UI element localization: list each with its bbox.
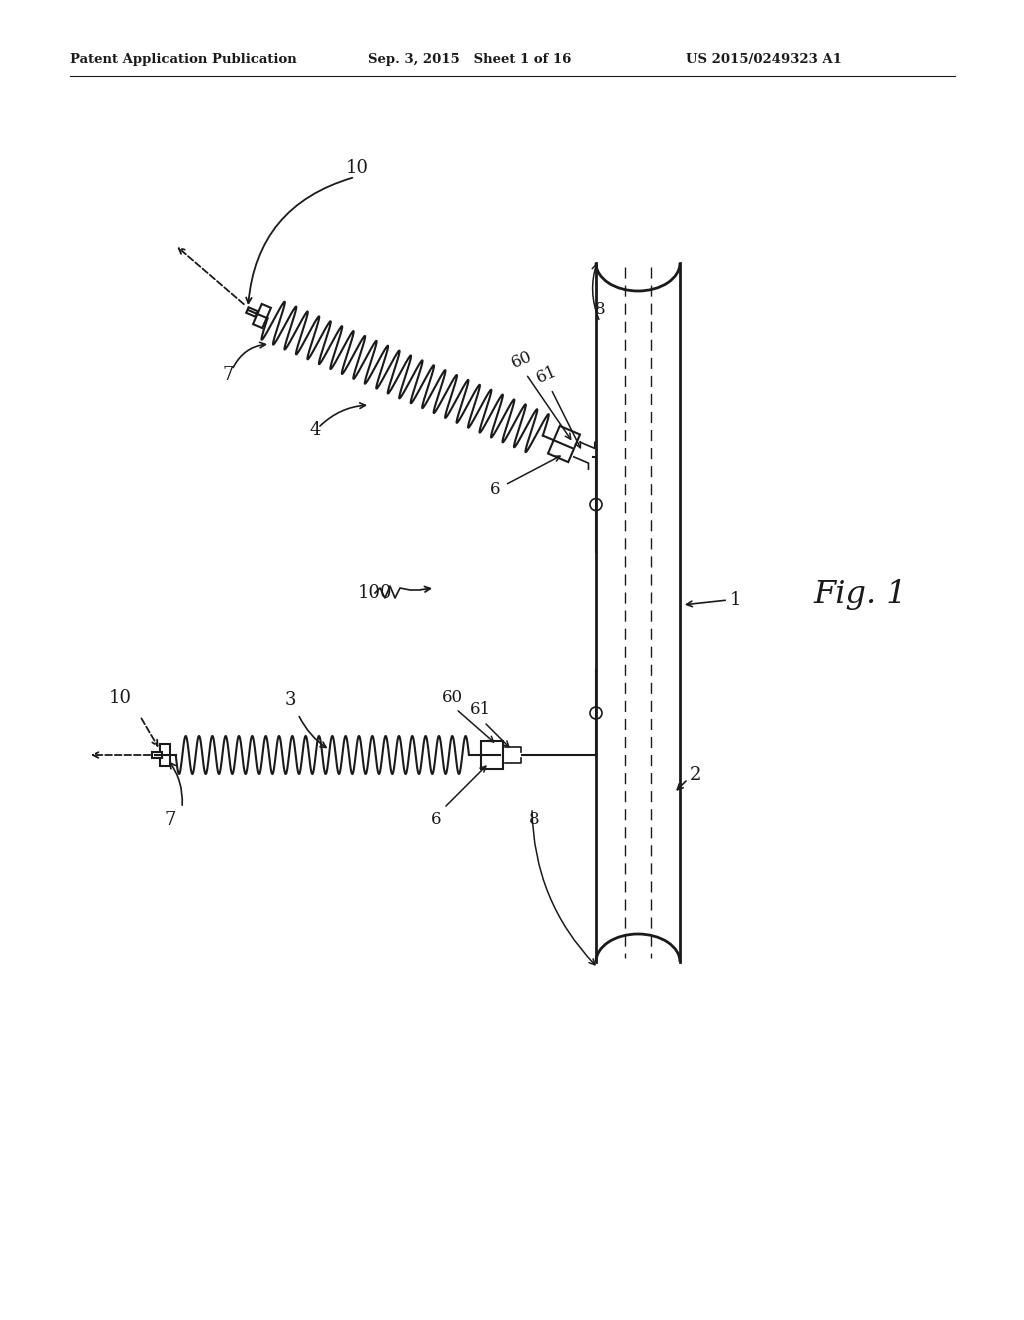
Text: 7: 7	[222, 366, 233, 384]
Text: 60: 60	[509, 348, 536, 372]
Text: 60: 60	[441, 689, 463, 705]
Text: 100: 100	[358, 583, 392, 602]
Text: 10: 10	[345, 158, 369, 177]
Text: Sep. 3, 2015   Sheet 1 of 16: Sep. 3, 2015 Sheet 1 of 16	[368, 54, 571, 66]
Polygon shape	[548, 426, 580, 462]
Text: 4: 4	[309, 421, 321, 440]
Polygon shape	[152, 752, 162, 758]
Text: 6: 6	[431, 812, 441, 829]
Text: Patent Application Publication: Patent Application Publication	[70, 54, 297, 66]
Polygon shape	[246, 308, 258, 317]
Text: 6: 6	[489, 482, 501, 499]
Text: 7: 7	[164, 810, 176, 829]
Text: 3: 3	[285, 690, 296, 709]
Text: 8: 8	[595, 301, 605, 318]
Polygon shape	[160, 744, 170, 766]
Text: 61: 61	[534, 363, 560, 387]
Text: 1: 1	[730, 591, 741, 609]
Text: 61: 61	[469, 701, 490, 718]
Circle shape	[590, 708, 602, 719]
Polygon shape	[481, 741, 503, 770]
Text: 10: 10	[109, 689, 131, 708]
Text: 8: 8	[528, 812, 540, 829]
Text: Fig. 1: Fig. 1	[813, 579, 907, 610]
Text: US 2015/0249323 A1: US 2015/0249323 A1	[686, 54, 842, 66]
Circle shape	[590, 499, 602, 511]
Polygon shape	[253, 304, 271, 329]
Text: 2: 2	[690, 766, 701, 784]
